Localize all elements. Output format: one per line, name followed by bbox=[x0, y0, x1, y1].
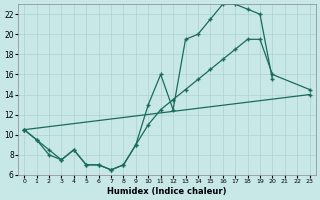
X-axis label: Humidex (Indice chaleur): Humidex (Indice chaleur) bbox=[107, 187, 227, 196]
